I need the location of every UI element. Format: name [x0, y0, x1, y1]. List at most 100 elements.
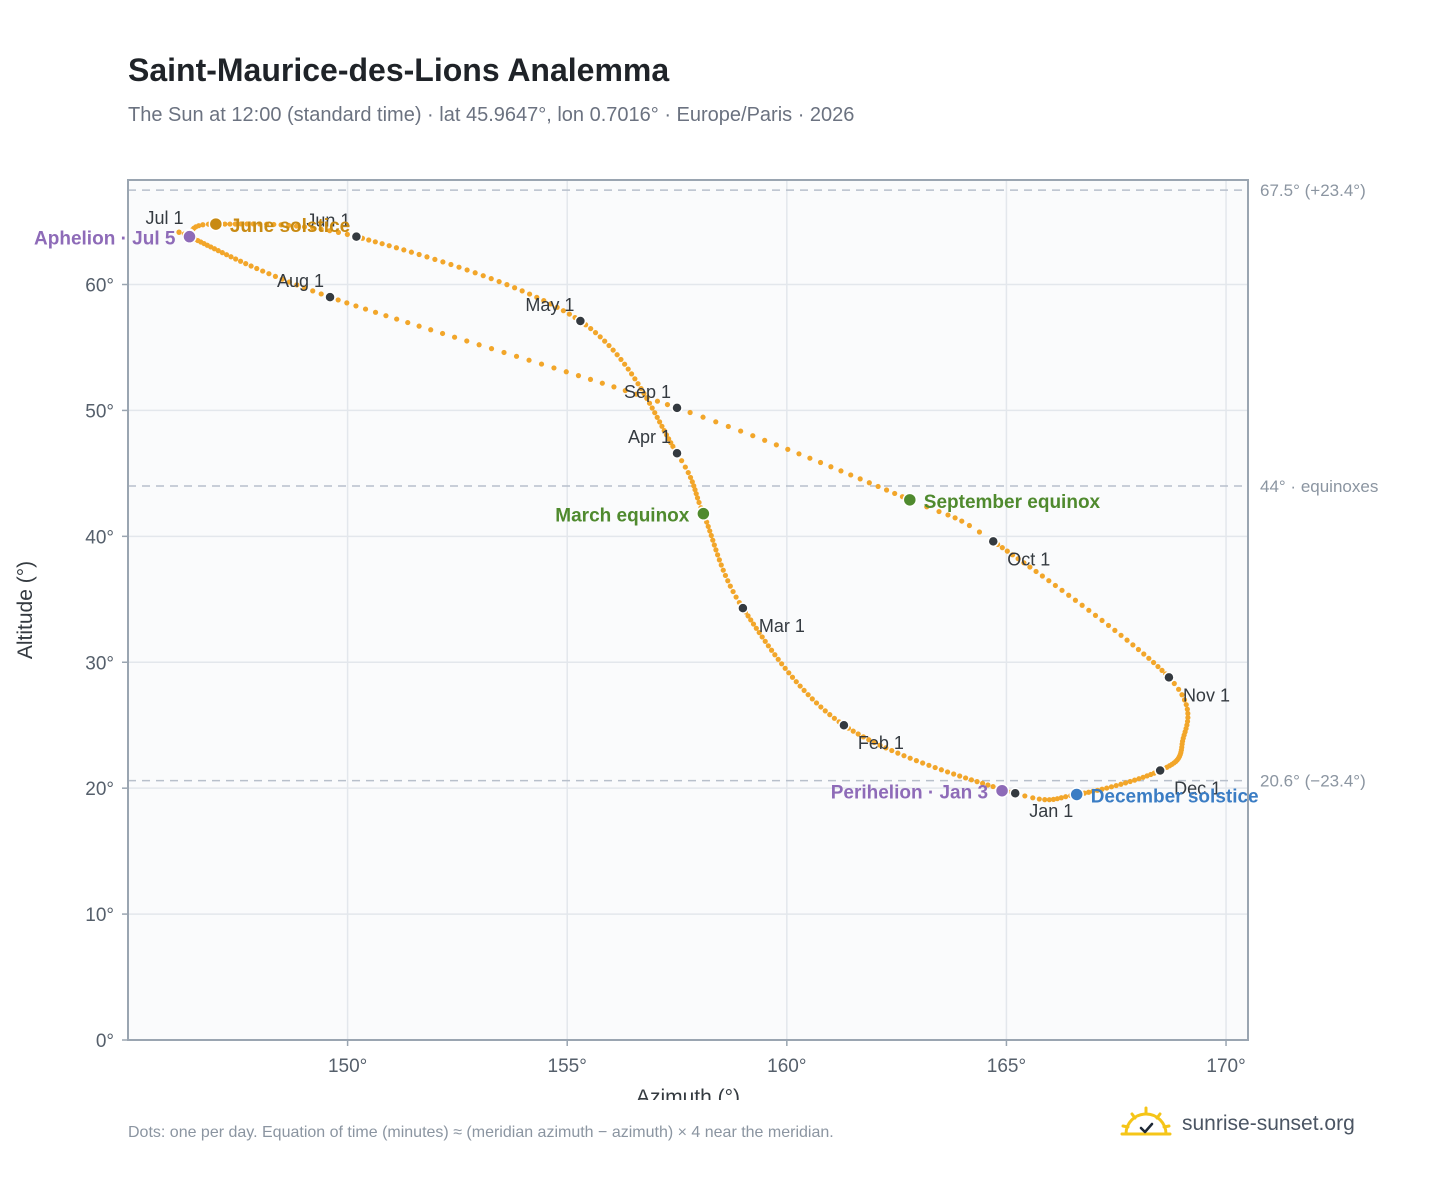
day-dot	[1136, 776, 1142, 782]
day-dot	[682, 464, 688, 470]
reference-lines: 67.5° (+23.4°) 44° · equinoxes 20.6° (−23.…	[128, 181, 1378, 791]
day-dot	[654, 414, 660, 420]
day-dot	[401, 247, 407, 253]
day-dot	[756, 629, 762, 636]
day-dot	[883, 745, 889, 751]
month-label: Nov 1	[1183, 685, 1230, 705]
day-dot	[866, 737, 872, 743]
day-dot	[526, 291, 533, 297]
day-dot	[999, 545, 1005, 551]
sun-logo-icon	[1120, 1106, 1172, 1136]
day-dot	[244, 221, 250, 227]
day-dot	[633, 391, 639, 397]
day-dot	[294, 282, 300, 288]
day-dot	[1039, 573, 1045, 579]
day-dot	[635, 381, 641, 387]
day-dot	[344, 300, 350, 306]
month-dot	[350, 230, 363, 243]
day-dot	[785, 446, 791, 452]
month-label: Aug 1	[277, 271, 324, 291]
day-dot	[379, 241, 385, 247]
day-dot	[1179, 692, 1185, 698]
month-label: Jul 1	[145, 208, 183, 228]
day-dot	[866, 480, 872, 486]
day-dot	[805, 692, 811, 698]
day-dot	[920, 760, 926, 766]
day-dot	[753, 625, 759, 631]
day-dot	[945, 512, 951, 518]
day-dot	[773, 442, 779, 448]
x-tick-label: 150°	[328, 1056, 367, 1077]
day-dot	[738, 428, 744, 434]
day-dot	[238, 221, 244, 227]
day-dot	[855, 731, 861, 737]
day-dot	[664, 401, 671, 408]
day-dot	[661, 428, 667, 434]
day-dot	[1072, 597, 1079, 603]
plot-area	[128, 180, 1248, 1040]
day-dot	[386, 243, 392, 249]
day-dot	[1141, 651, 1147, 657]
day-dot	[860, 734, 866, 740]
month-dot	[671, 447, 683, 459]
day-dot	[1079, 602, 1085, 608]
day-dot	[1086, 789, 1092, 795]
day-dot	[513, 353, 520, 359]
day-dot	[560, 308, 566, 314]
day-dot	[687, 409, 693, 416]
day-dot	[710, 537, 716, 543]
day-dot	[547, 301, 554, 307]
day-dot	[301, 224, 308, 230]
day-dot	[512, 285, 518, 291]
day-dot	[1004, 548, 1010, 554]
day-dot	[266, 271, 272, 277]
day-dot	[850, 728, 856, 734]
reference-line-label: 44° · equinoxes	[1260, 477, 1378, 496]
day-dot	[831, 715, 837, 721]
day-dot	[718, 562, 724, 568]
day-dot	[895, 750, 901, 756]
day-dot	[286, 279, 292, 285]
day-dot	[476, 342, 482, 348]
day-dot	[260, 268, 266, 274]
day-dot	[587, 376, 594, 383]
y-axis-label: Altitude (°)	[14, 561, 37, 659]
day-dot	[1009, 552, 1016, 558]
day-dot	[215, 248, 221, 254]
day-dot	[801, 687, 807, 694]
day-dot	[691, 483, 697, 489]
day-dot	[796, 451, 802, 457]
month-label: May 1	[525, 295, 574, 315]
day-dot	[250, 221, 256, 227]
event-dot	[902, 492, 918, 508]
day-dot	[838, 468, 844, 474]
day-dot	[394, 316, 400, 322]
day-dot	[488, 346, 495, 352]
day-dot	[372, 309, 379, 315]
day-dot	[440, 259, 446, 265]
day-dot	[618, 356, 624, 363]
day-dot	[725, 578, 731, 584]
day-dot	[1155, 663, 1161, 670]
day-dot	[622, 361, 628, 367]
day-dot	[979, 780, 986, 786]
day-dot	[1181, 697, 1188, 703]
day-dot	[1132, 777, 1138, 783]
day-dot	[362, 306, 369, 312]
day-dot	[694, 495, 701, 501]
day-dot	[638, 386, 644, 392]
day-dot	[883, 487, 890, 493]
event-dot	[182, 229, 197, 244]
day-dot	[228, 254, 234, 260]
day-dot	[713, 547, 719, 553]
day-dot	[641, 390, 647, 397]
day-dot	[318, 226, 324, 232]
month-label: Oct 1	[1007, 549, 1050, 569]
day-dot	[504, 282, 510, 288]
day-dot	[625, 366, 631, 372]
day-dot	[219, 250, 225, 256]
day-dot	[857, 476, 863, 482]
brand[interactable]: sunrise-sunset.org	[1120, 1104, 1355, 1144]
day-dot	[233, 256, 239, 262]
day-dot	[745, 613, 751, 619]
